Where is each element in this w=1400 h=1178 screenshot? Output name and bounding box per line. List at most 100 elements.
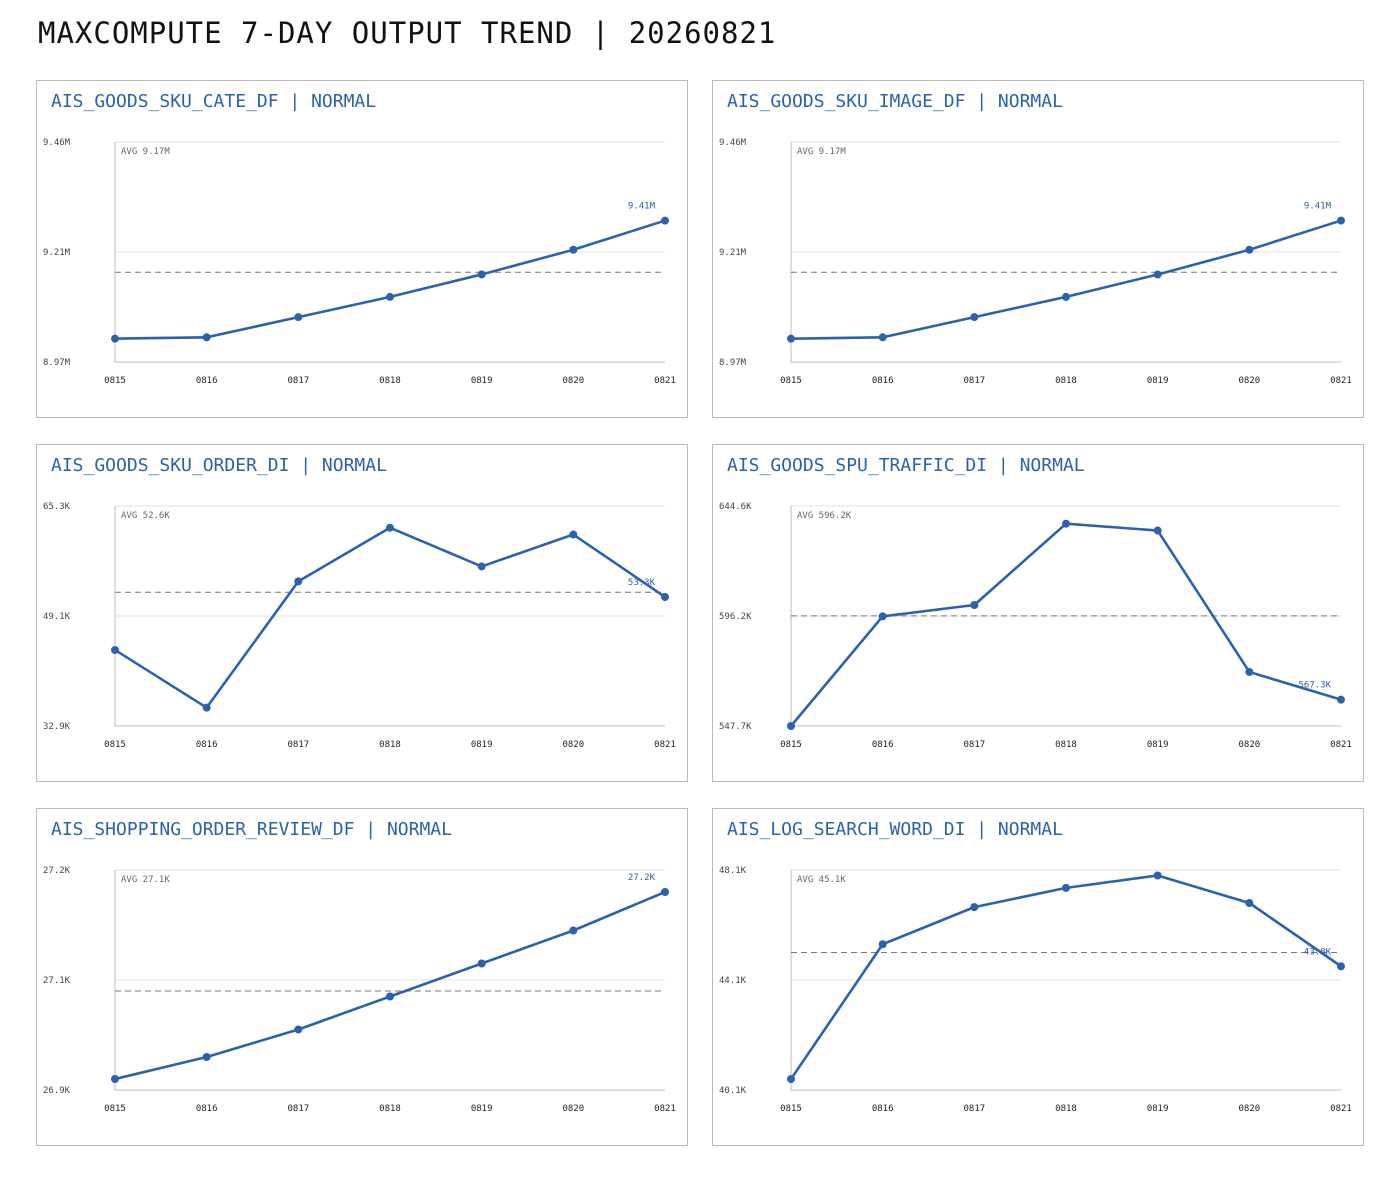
chart-title: AIS_GOODS_SKU_CATE_DF | NORMAL [51, 91, 377, 112]
x-tick-label: 0817 [963, 376, 985, 386]
data-point [1337, 216, 1345, 225]
series-line [790, 219, 1342, 340]
series-line [114, 890, 666, 1081]
data-point [569, 926, 578, 935]
y-tick-label: 9.46M [43, 138, 71, 148]
data-point [787, 1075, 795, 1083]
y-tick-label: 9.21M [43, 248, 71, 258]
x-tick-label: 0820 [1238, 1104, 1260, 1114]
data-point [1337, 962, 1345, 971]
data-point [970, 903, 979, 912]
last-value-label: 567.3K [1298, 681, 1331, 691]
x-tick-label: 0818 [379, 740, 401, 750]
chart-panel-sku-image: AIS_GOODS_SKU_IMAGE_DF | NORMAL 9.46M 9.2… [712, 80, 1364, 418]
last-value-label: 27.2K [628, 873, 656, 883]
data-point [1245, 667, 1254, 676]
data-point [1337, 695, 1345, 704]
x-tick-label: 0815 [780, 376, 802, 386]
x-tick-label: 0817 [287, 376, 309, 386]
data-point [878, 612, 887, 621]
data-point [970, 313, 979, 322]
data-point [386, 292, 394, 301]
x-tick-label: 0815 [780, 740, 802, 750]
chart-title: AIS_LOG_SEARCH_WORD_DI | NORMAL [727, 819, 1063, 840]
y-tick-label: 44.1K [719, 976, 747, 986]
x-tick-label: 0821 [1330, 376, 1352, 386]
line-chart: 27.2K 27.1K 26.9K 0815 0816 0817 0818 0819 0820 0… [43, 866, 676, 1114]
data-point [878, 940, 887, 949]
x-tick-label: 0817 [963, 1104, 985, 1114]
average-label: AVG 45.1K [797, 875, 846, 885]
x-tick-label: 0818 [379, 1104, 401, 1114]
data-point [569, 245, 578, 254]
x-tick-label: 0818 [1055, 376, 1077, 386]
x-tick-label: 0821 [654, 740, 676, 750]
data-point [477, 270, 486, 279]
x-tick-label: 0820 [562, 740, 584, 750]
chart-panel-sku-order: AIS_GOODS_SKU_ORDER_DI | NORMAL 65.3K 49.… [36, 444, 688, 782]
average-label: AVG 52.6K [121, 511, 170, 521]
data-point [386, 523, 394, 532]
x-tick-label: 0820 [562, 376, 584, 386]
data-point [661, 888, 669, 896]
x-tick-label: 0817 [287, 1104, 309, 1114]
line-chart: 65.3K 49.1K 32.9K 0815 0816 0817 0818 0819 0820 0… [43, 502, 676, 750]
y-tick-label: 65.3K [43, 502, 71, 512]
data-point [1245, 245, 1254, 254]
data-point [477, 562, 486, 571]
chart-title: AIS_GOODS_SPU_TRAFFIC_DI | NORMAL [727, 455, 1085, 476]
x-tick-label: 0820 [562, 1104, 584, 1114]
data-point [111, 645, 119, 654]
data-point [477, 959, 486, 968]
average-label: AVG 596.2K [797, 511, 852, 521]
x-tick-label: 0816 [872, 1104, 894, 1114]
data-point [569, 530, 578, 539]
x-tick-label: 0815 [780, 1104, 802, 1114]
x-tick-label: 0821 [1330, 1104, 1352, 1114]
average-label: AVG 27.1K [121, 875, 170, 885]
data-point [111, 334, 119, 343]
y-tick-label: 9.46M [719, 138, 747, 148]
chart-title: AIS_SHOPPING_ORDER_REVIEW_DF | NORMAL [51, 819, 452, 840]
data-point [111, 1075, 119, 1083]
x-tick-label: 0821 [1330, 740, 1352, 750]
line-chart: 48.1K 44.1K 40.1K 0815 0816 0817 0818 0819 0820 0… [719, 866, 1352, 1114]
last-value-label: 53.3K [628, 578, 656, 588]
line-chart: 9.46M 9.21M 8.97M 0815 0816 0817 0818 0819 0820 0… [719, 138, 1352, 386]
x-tick-label: 0821 [654, 1104, 676, 1114]
y-tick-label: 9.21M [719, 248, 747, 258]
x-tick-label: 0819 [1147, 376, 1169, 386]
x-tick-label: 0821 [654, 376, 676, 386]
y-tick-label: 547.7K [719, 722, 752, 732]
x-tick-label: 0819 [471, 740, 493, 750]
data-point [878, 333, 887, 342]
x-tick-label: 0818 [1055, 740, 1077, 750]
x-tick-label: 0820 [1238, 740, 1260, 750]
last-value-label: 43.8K [1304, 947, 1332, 957]
data-point [202, 333, 211, 342]
series-line [114, 526, 666, 709]
x-tick-label: 0816 [196, 1104, 218, 1114]
x-tick-label: 0815 [104, 1104, 126, 1114]
series-line [114, 219, 666, 340]
x-tick-label: 0819 [471, 376, 493, 386]
data-point [386, 992, 394, 1001]
x-tick-label: 0816 [196, 740, 218, 750]
page-title: MAXCOMPUTE 7-DAY OUTPUT TREND | 20260821 [38, 16, 777, 50]
y-tick-label: 40.1K [719, 1086, 747, 1096]
x-tick-label: 0817 [963, 740, 985, 750]
y-tick-label: 596.2K [719, 612, 752, 622]
data-point [202, 703, 211, 712]
y-tick-label: 8.97M [43, 358, 71, 368]
x-tick-label: 0819 [1147, 740, 1169, 750]
x-tick-label: 0819 [471, 1104, 493, 1114]
chart-panel-spu-traffic: AIS_GOODS_SPU_TRAFFIC_DI | NORMAL 644.6K… [712, 444, 1364, 782]
chart-title: AIS_GOODS_SKU_IMAGE_DF | NORMAL [727, 91, 1063, 112]
y-tick-label: 32.9K [43, 722, 71, 732]
y-tick-label: 644.6K [719, 502, 752, 512]
data-point [661, 216, 669, 225]
average-label: AVG 9.17M [121, 147, 170, 157]
last-value-label: 9.41M [1304, 202, 1332, 212]
y-tick-label: 49.1K [43, 612, 71, 622]
data-point [970, 600, 979, 609]
